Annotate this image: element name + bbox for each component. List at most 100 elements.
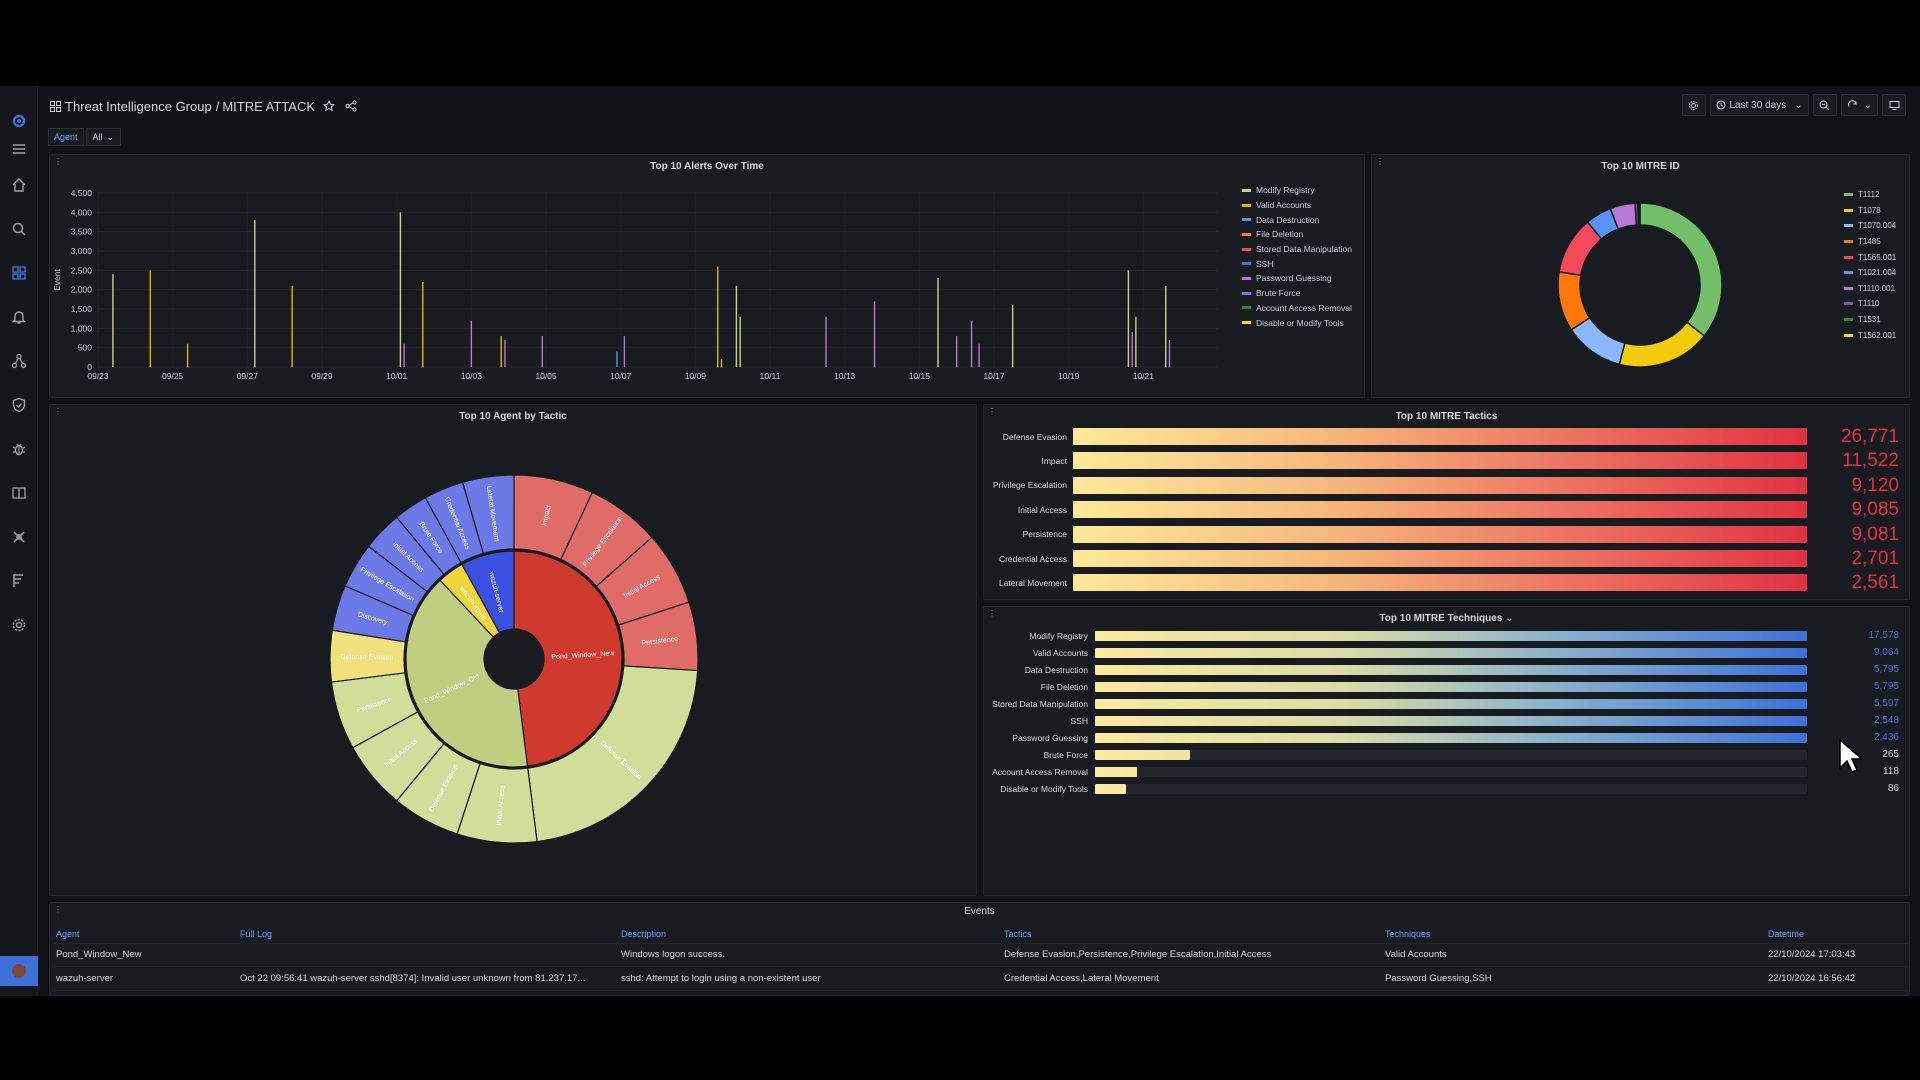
y-tick-label: 1,500 (71, 304, 93, 314)
legend-item[interactable]: T1078 (1844, 203, 1896, 219)
column-header[interactable]: Tactics (1002, 925, 1383, 944)
bar-row[interactable]: Lateral Movement 2,561 (984, 572, 1909, 593)
legend-label: Password Guessing (1256, 273, 1332, 284)
donut-slice[interactable] (1618, 321, 1706, 368)
donut-slice[interactable] (1638, 202, 1641, 226)
bar-row[interactable]: Brute Force 265 (984, 749, 1909, 760)
bar-value: 118 (1883, 766, 1899, 777)
bar-row[interactable]: Valid Accounts 9,064 (984, 647, 1909, 658)
breadcrumb-dashboard[interactable]: MITRE ATTACK (222, 98, 316, 114)
legend-item[interactable]: T1565.001 (1844, 249, 1896, 265)
bar-fill (1095, 733, 1807, 743)
column-header[interactable]: Techniques (1383, 925, 1766, 944)
bug-icon[interactable] (8, 438, 30, 460)
sunburst-agent-slice[interactable] (461, 550, 515, 634)
grafana-logo-icon[interactable] (8, 110, 30, 132)
column-header[interactable]: Agent (54, 925, 238, 944)
legend-item[interactable]: T1485 (1844, 234, 1896, 250)
time-range-picker[interactable]: Last 30 days ⌄ (1709, 94, 1809, 116)
sunburst-agent-slice[interactable] (513, 550, 623, 767)
settings-button[interactable] (1681, 94, 1706, 116)
legend-item[interactable]: Stored Data Manipulation (1242, 242, 1352, 257)
legend-swatch (1242, 306, 1251, 310)
legend-item[interactable]: Brute Force (1242, 286, 1352, 301)
alerts-over-time-panel: ⋮ Top 10 Alerts Over Time 0 500 1,000 1,500… (49, 154, 1365, 398)
user-avatar[interactable] (0, 956, 38, 986)
bar-row[interactable]: Stored Data Manipulation 5,597 (984, 698, 1909, 709)
legend-item[interactable]: T1110.001 (1844, 281, 1896, 297)
share-icon[interactable] (345, 100, 357, 112)
panel-drag-icon[interactable]: ⋮ (54, 157, 62, 166)
legend-item[interactable]: T1562.001 (1844, 327, 1896, 343)
legend-item[interactable]: Disable or Modify Tools (1242, 315, 1352, 330)
panel-drag-icon[interactable]: ⋮ (988, 609, 996, 618)
column-header[interactable]: Full Log (238, 925, 619, 944)
bar-row[interactable]: Account Access Removal 118 (984, 766, 1909, 777)
sunburst-agent-slice[interactable] (405, 579, 529, 768)
bar-track (1073, 428, 1807, 445)
legend-item[interactable]: Valid Accounts (1242, 198, 1352, 213)
sunburst-tactic-slice[interactable] (527, 665, 699, 843)
bar-track (1095, 682, 1807, 692)
bar-row[interactable]: Defense Evasion 26,771 (984, 426, 1909, 447)
legend-item[interactable]: T1021.004 (1844, 265, 1896, 281)
legend-item[interactable]: SSH (1242, 256, 1352, 271)
shield-icon[interactable] (8, 394, 30, 416)
reports-icon[interactable] (8, 570, 30, 592)
legend-label: T1562.001 (1858, 330, 1897, 340)
legend-item[interactable]: Account Access Removal (1242, 301, 1352, 316)
star-icon[interactable] (323, 100, 336, 112)
bar-row[interactable]: Data Destruction 5,795 (984, 664, 1909, 675)
bar-row[interactable]: Disable or Modify Tools 86 (984, 783, 1909, 794)
bar-row[interactable]: SSH 2,548 (984, 715, 1909, 726)
integrations-icon[interactable] (8, 526, 30, 548)
variable-agent-label: Agent (48, 128, 84, 146)
table-row[interactable]: wazuh-server Oct 22 09:56:41 wazuh-server… (54, 966, 1909, 991)
donut-slice[interactable] (1639, 202, 1723, 337)
column-header[interactable]: Datetime (1766, 925, 1909, 944)
panel-drag-icon[interactable]: ⋮ (1376, 157, 1384, 166)
variable-agent-select[interactable]: All ⌄ (85, 128, 122, 146)
bar-fill (1073, 574, 1807, 592)
agent-by-tactic-panel: ⋮ Top 10 Agent by Tactic Pond_Window_New… (49, 404, 977, 896)
legend-item[interactable]: T1110 (1844, 296, 1896, 312)
menu-icon[interactable] (8, 138, 30, 160)
table-row[interactable]: Pond_Window_New Windows logon success. Def… (54, 943, 1909, 967)
home-icon[interactable] (8, 174, 30, 196)
legend-item[interactable]: T1531 (1844, 312, 1896, 328)
sunburst-tactic-slice-label: Persistence (641, 636, 678, 648)
bar-row[interactable]: Password Guessing 2,436 (984, 732, 1909, 743)
panel-drag-icon[interactable]: ⋮ (988, 407, 996, 416)
donut-slice[interactable] (1557, 270, 1591, 331)
legend-item[interactable]: Modify Registry (1242, 183, 1352, 198)
panel-drag-icon[interactable]: ⋮ (54, 407, 62, 416)
search-icon[interactable] (8, 218, 30, 240)
dashboards-icon[interactable] (8, 262, 30, 284)
bar-row[interactable]: File Deletion 5,795 (984, 681, 1909, 692)
book-icon[interactable] (8, 482, 30, 504)
zoom-out-button[interactable] (1812, 94, 1837, 116)
dashboard-grid-icon (50, 100, 61, 112)
tv-mode-button[interactable] (1882, 94, 1906, 116)
bar-row[interactable]: Impact 11,522 (984, 450, 1909, 471)
column-header[interactable]: Description (619, 925, 1002, 944)
sunburst-tactic-slice[interactable] (461, 474, 515, 555)
panel-drag-icon[interactable]: ⋮ (54, 905, 62, 914)
legend-item[interactable]: Password Guessing (1242, 271, 1352, 286)
legend-item[interactable]: T1070.004 (1844, 218, 1896, 234)
bar-row[interactable]: Initial Access 9,085 (984, 499, 1909, 520)
breadcrumb-folder[interactable]: Threat Intelligence Group (65, 98, 212, 114)
gear-icon[interactable] (8, 614, 30, 636)
bar-row[interactable]: Modify Registry 17,578 (984, 630, 1909, 641)
connections-icon[interactable] (8, 350, 30, 372)
panel-title[interactable]: Top 10 MITRE Techniques ⌄ (984, 613, 1909, 624)
refresh-button[interactable]: ⌄ (1840, 94, 1878, 116)
bar-row[interactable]: Privilege Escalation 9,120 (984, 475, 1909, 496)
legend-item[interactable]: T1112 (1844, 187, 1896, 203)
bar-row[interactable]: Credential Access 2,701 (984, 548, 1909, 569)
bar-row[interactable]: Persistence 9,081 (984, 524, 1909, 545)
legend-item[interactable]: File Deletion (1242, 227, 1352, 242)
alerting-icon[interactable] (8, 306, 30, 328)
legend-item[interactable]: Data Destruction (1242, 212, 1352, 227)
